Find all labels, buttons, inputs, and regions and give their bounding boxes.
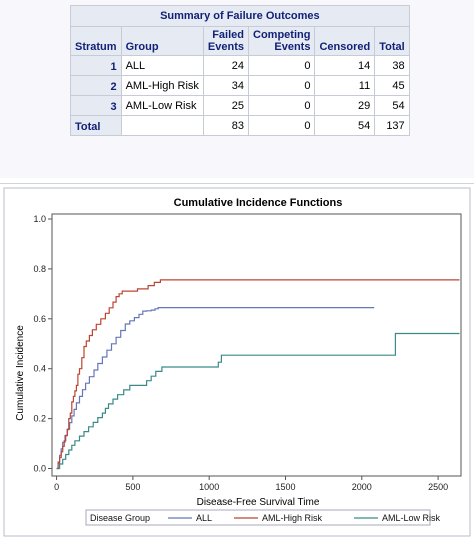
table-row: 3 AML-Low Risk 25 0 29 54 xyxy=(70,95,410,116)
row-censored: 11 xyxy=(314,75,376,96)
total-failed: 83 xyxy=(202,115,250,136)
legend-label-all: ALL xyxy=(196,513,212,523)
plot-area-border xyxy=(51,213,462,477)
legend-label-aml-low-risk: AML-Low Risk xyxy=(382,513,441,523)
x-tick-label: 500 xyxy=(125,482,140,492)
row-competing: 0 xyxy=(247,75,316,96)
row-stratum: 3 xyxy=(70,95,122,116)
series-line-aml-low-risk xyxy=(56,332,460,470)
table-row: 1 ALL 24 0 14 38 xyxy=(70,55,410,76)
x-tick-label: 1500 xyxy=(275,482,295,492)
row-failed: 25 xyxy=(202,95,250,116)
failure-summary-table: Summary of Failure Outcomes Stratum Grou… xyxy=(70,5,410,136)
chart-frame xyxy=(3,187,471,537)
total-censored: 54 xyxy=(314,115,376,136)
legend-label-aml-high-risk: AML-High Risk xyxy=(262,513,323,523)
header-competing-events: Competing Events xyxy=(247,26,316,56)
y-tick-label: 0.6 xyxy=(33,314,46,324)
x-axis-label: Disease-Free Survival Time xyxy=(197,497,320,508)
axes: 0 500 1000 1500 2000 2500 0.0 0.2 0.4 0.6 0.8 1.0 xyxy=(33,213,462,492)
x-tick-label: 1000 xyxy=(199,482,219,492)
summary-panel: Summary of Failure Outcomes Stratum Grou… xyxy=(0,0,474,178)
y-tick-label: 0.2 xyxy=(33,414,46,424)
table-title: Summary of Failure Outcomes xyxy=(70,5,410,27)
row-competing: 0 xyxy=(247,95,316,116)
total-total: 137 xyxy=(374,115,410,136)
row-total: 54 xyxy=(374,95,410,116)
table-total-row: Total 83 0 54 137 xyxy=(70,115,410,136)
table-row: 2 AML-High Risk 34 0 11 45 xyxy=(70,75,410,96)
legend: Disease Group ALL AML-High Risk AML-Low Ris… xyxy=(85,509,441,526)
total-label: Total xyxy=(70,115,122,136)
total-group xyxy=(120,115,204,136)
y-tick-label: 1.0 xyxy=(33,214,46,224)
row-total: 45 xyxy=(374,75,410,96)
y-tick-label: 0.8 xyxy=(33,264,46,274)
y-tick-label: 0.4 xyxy=(33,364,46,374)
header-group: Group xyxy=(120,26,204,56)
chart-title: Cumulative Incidence Functions xyxy=(174,197,343,209)
row-group: AML-High Risk xyxy=(120,75,204,96)
row-total: 38 xyxy=(374,55,410,76)
x-tick-label: 2000 xyxy=(352,482,372,492)
row-failed: 24 xyxy=(202,55,250,76)
total-competing: 0 xyxy=(247,115,316,136)
header-censored: Censored xyxy=(314,26,376,56)
series-line-aml-high-risk xyxy=(56,279,460,470)
header-stratum: Stratum xyxy=(70,26,122,56)
legend-title: Disease Group xyxy=(90,513,150,523)
x-tick-label: 0 xyxy=(54,482,59,492)
row-competing: 0 xyxy=(247,55,316,76)
row-group: AML-Low Risk xyxy=(120,95,204,116)
header-total: Total xyxy=(374,26,410,56)
chart-panel: Cumulative Incidence Functions Disease-F… xyxy=(0,183,474,542)
row-stratum: 1 xyxy=(70,55,122,76)
row-stratum: 2 xyxy=(70,75,122,96)
series-layer xyxy=(56,279,460,470)
header-failed-events: Failed Events xyxy=(202,26,250,56)
row-group: ALL xyxy=(120,55,204,76)
table-header-row: Stratum Group Failed Events Competing Even… xyxy=(70,26,410,56)
row-failed: 34 xyxy=(202,75,250,96)
x-tick-label: 2500 xyxy=(428,482,448,492)
row-censored: 14 xyxy=(314,55,376,76)
y-tick-label: 0.0 xyxy=(33,464,46,474)
y-axis-label: Cumulative Incidence xyxy=(15,325,26,421)
row-censored: 29 xyxy=(314,95,376,116)
cumulative-incidence-chart: Cumulative Incidence Functions Disease-F… xyxy=(3,187,471,537)
